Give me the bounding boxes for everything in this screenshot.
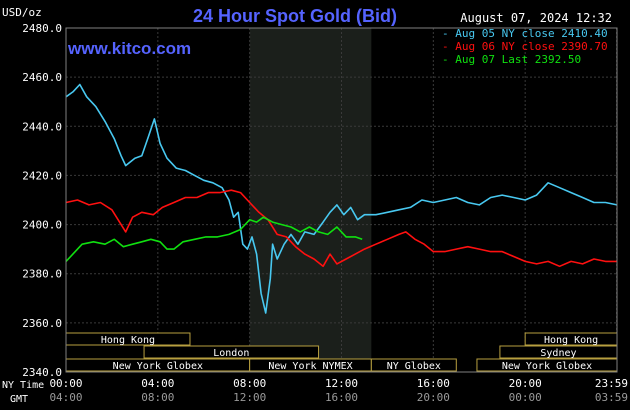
x-tick-gmt-label: 08:00 — [141, 391, 174, 404]
x-tick-ny-label: 00:00 — [49, 377, 82, 390]
session-box — [370, 358, 457, 372]
y-tick-label: 2360.0 — [22, 317, 62, 330]
y-tick-label: 2400.0 — [22, 219, 62, 232]
y-tick-label: 2380.0 — [22, 268, 62, 281]
x-axis-ticks: 00:0004:0004:0008:0008:0012:0012:0016:00… — [49, 377, 628, 404]
series-line — [65, 83, 618, 314]
units-label: USD/oz — [2, 6, 42, 19]
x-tick-gmt-label: 16:00 — [325, 391, 358, 404]
y-tick-label: 2480.0 — [22, 22, 62, 35]
session-label: New York Globex — [502, 361, 592, 372]
x-tick-ny-label: 23:59 — [595, 377, 628, 390]
kitco-watermark: www.kitco.com — [67, 39, 191, 58]
x-tick-gmt-label: 00:00 — [509, 391, 542, 404]
gmt-label: GMT — [10, 394, 28, 405]
series-line — [65, 216, 363, 262]
nymex-highlight-band — [249, 28, 372, 372]
date-stamp: August 07, 2024 12:32 — [460, 11, 612, 25]
x-tick-ny-label: 12:00 — [325, 377, 358, 390]
x-tick-gmt-label: 03:59 — [595, 391, 628, 404]
chart-title: 24 Hour Spot Gold (Bid) — [193, 6, 397, 26]
highlight-band-rect — [249, 28, 372, 372]
y-tick-label: 2460.0 — [22, 71, 62, 84]
x-tick-ny-label: 08:00 — [233, 377, 266, 390]
y-axis-ticks: 2340.0 2360.0 2380.0 2400.0 2420.0 2440.0 2460… — [22, 22, 62, 379]
series-line — [65, 189, 617, 268]
y-tick-label: 2440.0 — [22, 120, 62, 133]
x-tick-ny-label: 16:00 — [417, 377, 450, 390]
session-label: NY Globex — [387, 361, 441, 372]
legend: - Aug 05 NY close 2410.40- Aug 06 NY clo… — [442, 27, 608, 66]
session-label: London — [213, 348, 249, 359]
legend-entry: - Aug 07 Last 2392.50 — [442, 53, 581, 66]
plot-frame — [65, 27, 618, 373]
x-tick-ny-label: 04:00 — [141, 377, 174, 390]
session-label: New York NYMEX — [268, 361, 352, 372]
ny-time-label: NY Time — [2, 380, 44, 391]
y-tick-label: 2420.0 — [22, 169, 62, 182]
session-label: Hong Kong — [101, 335, 155, 346]
x-tick-ny-label: 20:00 — [509, 377, 542, 390]
x-tick-gmt-label: 12:00 — [233, 391, 266, 404]
session-label: New York Globex — [113, 361, 203, 372]
x-tick-gmt-label: 20:00 — [417, 391, 450, 404]
legend-entry: - Aug 06 NY close 2390.70 — [442, 40, 608, 53]
session-box — [143, 345, 320, 359]
legend-entry: - Aug 05 NY close 2410.40 — [442, 27, 608, 40]
x-tick-gmt-label: 04:00 — [49, 391, 82, 404]
session-label: Sydney — [540, 348, 576, 359]
session-label: Hong Kong — [544, 335, 598, 346]
y-tick-label: 2340.0 — [22, 366, 62, 379]
price-series — [65, 83, 618, 314]
